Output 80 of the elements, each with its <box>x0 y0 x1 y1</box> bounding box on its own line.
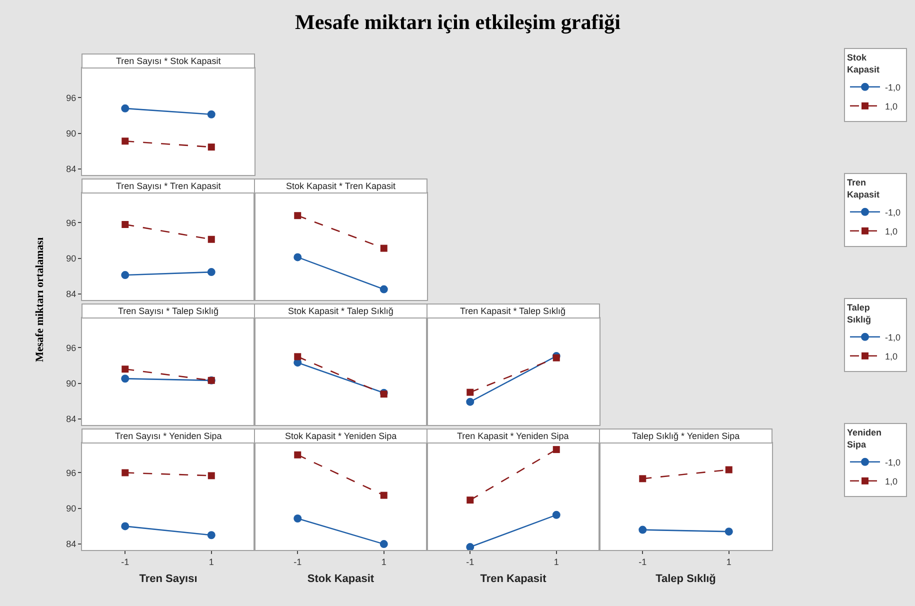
y-tick-label: 84 <box>66 414 76 424</box>
point <box>207 268 216 276</box>
x-axis-title: Tren Kapasit <box>480 573 547 585</box>
chart-title: Tren Sayısı * Stok Kapasit <box>116 56 222 66</box>
legend-label: -1,0 <box>885 332 901 342</box>
legend-label: -1,0 <box>885 82 901 92</box>
legend-label: 1,0 <box>885 101 898 112</box>
chart-title: Stok Kapasit * Tren Kapasit <box>286 181 396 191</box>
point <box>207 110 216 118</box>
point <box>552 446 560 454</box>
point <box>122 221 129 228</box>
point <box>725 466 732 474</box>
point <box>380 244 388 252</box>
x-tick-label: 1 <box>381 556 386 567</box>
point <box>122 469 129 476</box>
legend-label: -1,0 <box>885 457 901 468</box>
y-tick-label: 96 <box>66 342 76 353</box>
legend-label: -1,0 <box>885 207 901 218</box>
point <box>294 353 302 360</box>
point <box>294 514 302 522</box>
y-tick-label: 96 <box>66 92 76 103</box>
y-tick-label: 84 <box>66 539 76 550</box>
x-axis-title: Talep Sıklığ <box>656 573 716 585</box>
point <box>466 398 474 406</box>
point <box>121 104 130 112</box>
point <box>552 510 560 519</box>
x-tick-label: -1 <box>638 556 647 567</box>
y-tick-label: 90 <box>66 128 76 139</box>
point <box>294 451 302 458</box>
x-tick-label: -1 <box>121 556 130 567</box>
x-tick-label: 1 <box>726 556 732 567</box>
legend-title: Talep Sıklığ <box>847 302 872 324</box>
y-tick-label: 96 <box>66 468 76 478</box>
y-tick-label: 90 <box>66 254 76 264</box>
point <box>207 531 216 540</box>
y-tick-label: 90 <box>66 378 76 389</box>
y-tick-label: 90 <box>66 504 76 514</box>
text: Mesafe miktarı ortalaması <box>34 237 46 362</box>
legend-title: Stok Kapasit <box>847 52 880 74</box>
legend-title: Tren Kapasit <box>847 178 880 200</box>
point <box>639 475 646 482</box>
point <box>121 522 130 530</box>
legend-label: 1,0 <box>885 351 898 362</box>
chart-title: Tren Kapasit * Talep Sıklığ <box>460 306 566 316</box>
x-tick-label: -1 <box>294 556 302 567</box>
chart-title: Tren Sayısı * Tren Kapasit <box>116 181 222 191</box>
point <box>208 472 215 480</box>
point <box>294 253 302 262</box>
x-tick-label: 1 <box>554 556 559 567</box>
chart-title: Tren Sayısı * Talep Sıklığ <box>118 306 219 316</box>
point <box>122 366 129 373</box>
point <box>121 271 130 280</box>
x-axis-title: Stok Kapasit <box>307 573 374 585</box>
chart-title: Tren Sayısı * Yeniden Sipa <box>115 431 222 441</box>
chart-title: Tren Kapasit * Yeniden Sipa <box>457 431 569 441</box>
x-tick-label: 1 <box>208 556 214 567</box>
point <box>466 388 474 396</box>
point <box>208 236 215 243</box>
chart-title: Stok Kapasit * Talep Sıklığ <box>288 306 394 316</box>
x-tick-label: -1 <box>466 556 474 567</box>
chart-title: Stok Kapasit * Yeniden Sipa <box>285 431 397 441</box>
legend-title: Yeniden Sipa <box>847 428 882 450</box>
legend-label: 1,0 <box>885 226 898 236</box>
point <box>380 285 388 294</box>
y-tick-label: 96 <box>66 218 76 228</box>
chart-title: Talep Sıklığ * Yeniden Sipa <box>632 431 740 441</box>
point <box>380 540 388 548</box>
text: Mesafe miktarı için etkileşim grafiği <box>295 10 621 34</box>
x-axis-title: Tren Sayısı <box>139 573 198 585</box>
point <box>380 492 388 499</box>
point <box>208 144 215 151</box>
point <box>724 528 733 536</box>
y-tick-label: 84 <box>66 289 76 300</box>
point <box>121 374 130 383</box>
point <box>294 212 302 220</box>
point <box>466 496 474 504</box>
legend-label: 1,0 <box>885 476 898 486</box>
point <box>638 526 647 534</box>
point <box>122 138 129 145</box>
y-tick-label: 84 <box>66 164 76 174</box>
